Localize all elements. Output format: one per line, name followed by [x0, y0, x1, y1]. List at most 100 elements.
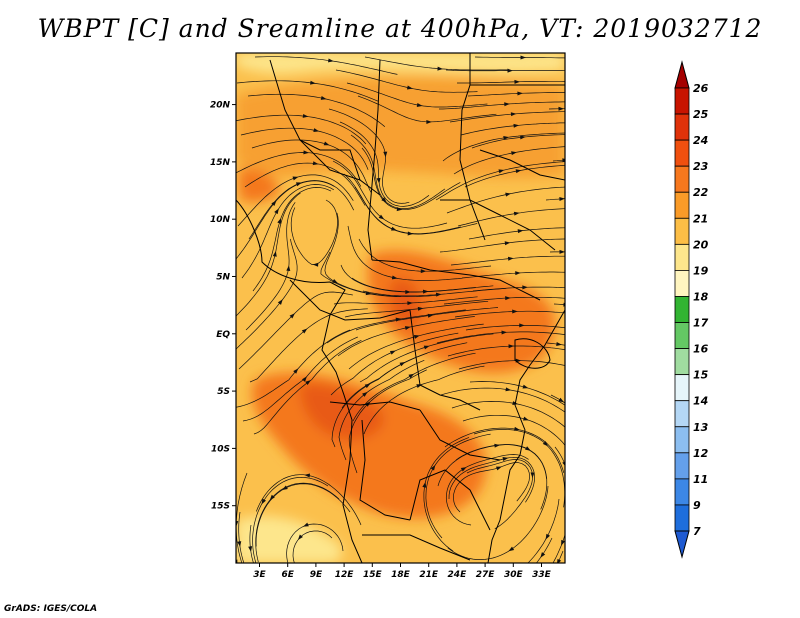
streamline-arrow — [520, 135, 526, 140]
streamline-arrow — [435, 292, 442, 297]
streamline — [236, 152, 362, 187]
streamline-arrow — [304, 473, 311, 478]
colorbar-label: 14 — [693, 395, 708, 408]
streamline-arrow — [292, 176, 299, 181]
streamline — [236, 238, 298, 350]
colorbar-label: 19 — [693, 264, 709, 277]
streamline — [251, 139, 372, 193]
streamline-arrow — [501, 330, 508, 335]
colorbar-segment — [674, 426, 690, 454]
streamline-arrow — [362, 391, 368, 397]
streamline — [458, 360, 565, 370]
colorbar-segment — [674, 374, 690, 402]
streamline-arrow — [498, 169, 505, 174]
streamline-arrow — [430, 464, 436, 471]
streamline — [236, 460, 237, 462]
streamline-arrow — [563, 302, 565, 307]
streamline-arrow — [301, 376, 307, 382]
streamline — [240, 127, 369, 170]
streamline — [344, 300, 489, 318]
lat-label: EQ — [216, 330, 230, 340]
colorbar-label: 15 — [693, 369, 709, 382]
streamline — [333, 296, 478, 305]
streamline — [237, 174, 354, 227]
streamline-arrow — [271, 200, 277, 206]
streamline — [439, 238, 565, 253]
streamline-arrow — [383, 151, 388, 158]
coastline-east — [487, 309, 565, 563]
colorbar-label: 16 — [693, 343, 709, 356]
streamline — [248, 180, 355, 240]
streamline — [238, 511, 245, 563]
streamline — [469, 381, 565, 406]
streamline-arrow — [395, 317, 402, 322]
streamline-arrow — [512, 309, 518, 314]
colorbar-segment — [674, 348, 690, 376]
streamline-arrow — [310, 80, 316, 85]
hot-region-central — [367, 250, 556, 373]
streamline-arrow — [282, 485, 288, 491]
streamline-arrow — [502, 457, 509, 461]
streamline — [464, 164, 565, 188]
colorbar-segment — [674, 270, 690, 297]
streamline-arrow — [514, 79, 520, 84]
streamline-arrow — [517, 91, 523, 96]
streamline-arrow — [508, 344, 515, 349]
streamline-arrow — [277, 218, 282, 224]
streamline-arrow — [561, 539, 565, 546]
streamline — [447, 345, 565, 357]
streamline — [448, 456, 535, 503]
streamline-arrow — [417, 306, 424, 311]
streamline-arrow — [404, 326, 411, 331]
streamline-arrow — [396, 207, 403, 212]
streamline — [249, 308, 368, 383]
colorbar-segment — [674, 139, 690, 167]
streamline-arrow — [504, 241, 511, 246]
streamline — [254, 56, 398, 75]
streamline-arrow — [389, 350, 396, 355]
streamline — [247, 93, 386, 127]
warm-region-north — [236, 77, 565, 178]
border-8 — [329, 401, 421, 411]
streamline — [425, 433, 491, 539]
streamline-arrow — [505, 387, 512, 392]
streamline — [552, 159, 565, 162]
streamline-arrow — [323, 141, 330, 146]
streamline-arrow — [376, 177, 381, 184]
streamline — [465, 325, 565, 331]
streamline — [545, 198, 565, 201]
streamline — [444, 427, 565, 473]
streamline-arrow — [378, 214, 385, 220]
streamline-arrow — [460, 467, 467, 472]
streamline-arrow — [248, 546, 253, 552]
colorbar-label: 11 — [693, 473, 708, 486]
country-borders — [236, 53, 565, 563]
streamline-arrow — [407, 301, 413, 306]
pale-region-north — [236, 53, 565, 74]
streamline-arrow — [301, 328, 308, 334]
streamline-arrow — [293, 368, 299, 374]
streamline-arrow — [289, 313, 295, 319]
lake-victoria — [514, 338, 551, 369]
streamline — [338, 359, 425, 461]
streamline-arrow — [510, 112, 517, 117]
lat-label: 5S — [217, 387, 230, 397]
streamline — [447, 485, 549, 560]
lon-label: 3E — [253, 570, 266, 580]
streamline-arrow — [305, 380, 311, 385]
streamline-arrow — [505, 192, 512, 197]
streamline-arrow — [557, 558, 562, 563]
streamline-arrow — [522, 416, 529, 421]
streamline-arrow — [423, 345, 430, 350]
streamline-arrow — [274, 208, 279, 215]
streamline — [255, 474, 362, 526]
streamline — [453, 462, 530, 513]
streamline — [462, 414, 565, 447]
streamline-arrow — [556, 342, 562, 346]
streamline-arrow — [422, 289, 429, 294]
streamline — [326, 309, 466, 344]
colorbar-label: 26 — [693, 82, 709, 95]
lon-label: 9E — [310, 570, 323, 580]
streamline — [359, 333, 494, 383]
streamline-arrow — [320, 96, 327, 100]
